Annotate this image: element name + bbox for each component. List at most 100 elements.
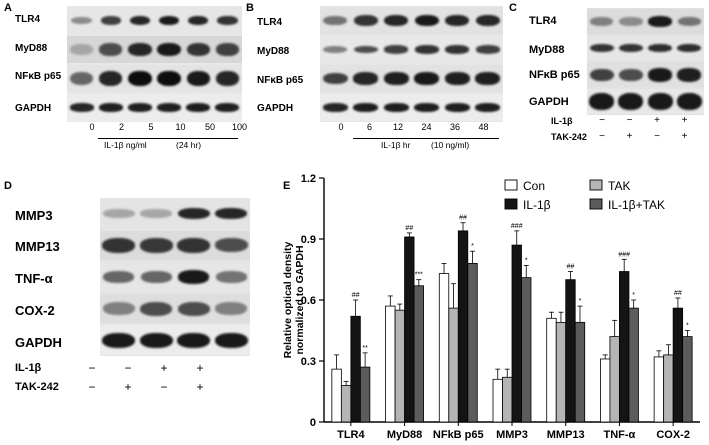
bar (555, 321, 567, 423)
panel-b-band (323, 15, 348, 26)
panel-d-treatment-sign: − (88, 380, 96, 394)
bar (502, 376, 513, 423)
panel-b-strip (320, 65, 503, 92)
panel-d-band (215, 208, 248, 220)
panel-d-treatment-sign: − (88, 361, 96, 375)
bar (600, 358, 611, 423)
panel-d-band (140, 209, 173, 219)
bar (628, 307, 639, 423)
panel-a-band (69, 44, 94, 55)
x-tick-label: MMP13 (547, 429, 585, 441)
panel-a-band (215, 103, 240, 112)
panel-b-strip (320, 7, 503, 34)
y-tick-label: 0 (310, 417, 316, 429)
significance-mark: * (632, 292, 635, 299)
legend-label: Con (523, 179, 545, 193)
panel-c-treatment-sign: + (654, 115, 660, 126)
bar (394, 309, 405, 423)
panel-c-row-label: TLR4 (529, 15, 557, 27)
bar (672, 307, 684, 423)
panel-b-strip (320, 94, 503, 121)
panel-d-row-label: GAPDH (15, 335, 62, 350)
panel-d-band (102, 209, 135, 219)
panel-a-lane-label: 50 (204, 122, 215, 132)
panel-d-band (177, 332, 211, 348)
bar (653, 356, 665, 423)
panel-a-band (186, 70, 210, 87)
panel-b-lane-label: 48 (478, 122, 489, 132)
panel-b-lane-label: 36 (449, 122, 460, 132)
bar (574, 321, 586, 423)
panel-c-row-label: MyD88 (529, 44, 565, 56)
panel-c-band (648, 68, 673, 82)
panel-a-strip (67, 94, 242, 121)
bar (438, 273, 450, 423)
panel-c-blot (587, 8, 704, 115)
panel-b-band (414, 72, 440, 85)
panel-a-band (186, 103, 211, 112)
panel-d-band (215, 271, 247, 283)
x-tick-label: COX-2 (656, 429, 690, 441)
bar (413, 285, 424, 423)
panel-c-band (647, 92, 673, 111)
panel-b-band (444, 72, 470, 85)
panel-d-treatment-sign: − (124, 361, 132, 375)
significance-mark: * (579, 298, 582, 305)
panel-c-treatment-sign: − (599, 131, 605, 142)
panel-b-band (383, 72, 409, 85)
panel-b-band (475, 45, 500, 54)
bar (331, 368, 342, 423)
panel-d-row-label: TNF-α (15, 271, 53, 286)
panel-a-band (71, 16, 92, 25)
panel-a-row-label: GAPDH (15, 103, 52, 114)
panel-a-row-label: NFκB p65 (15, 71, 62, 82)
bar (340, 384, 352, 423)
panel-b-caption-conc: (10 ng/ml) (431, 140, 470, 150)
panel-c-band (618, 68, 643, 82)
panel-d-treatment-label: TAK-242 (15, 381, 59, 393)
panel-c-strip (587, 62, 704, 88)
panel-a-band (215, 43, 240, 56)
bar (682, 336, 693, 423)
bar (385, 305, 396, 423)
significance-mark: ## (567, 264, 575, 271)
panel-d-band (177, 238, 211, 253)
panel-c-band (589, 43, 614, 53)
panel-b-band (475, 72, 501, 85)
panel-a-band (69, 71, 94, 86)
panel-d-band (102, 238, 136, 253)
panel-c-treatment-sign: − (654, 131, 660, 142)
panel-a-band (100, 16, 121, 25)
significance-mark: * (686, 323, 689, 330)
panel-a-caption-time: (24 hr) (176, 140, 202, 150)
legend-label: TAK (608, 179, 630, 193)
significance-mark: ** (362, 345, 368, 352)
panel-d-band (139, 332, 173, 348)
y-tick-label: 0.9 (301, 234, 316, 246)
x-tick-label: TLR4 (337, 429, 365, 441)
bar (663, 354, 674, 423)
significance-mark: ### (511, 223, 523, 230)
panel-a-row-label: MyD88 (15, 43, 48, 54)
panel-c-treatment-sign: + (681, 131, 688, 142)
panel-b-band (353, 14, 378, 26)
panel-d-band (215, 302, 248, 315)
panel-d-band (177, 208, 210, 220)
panel-a-band (128, 70, 152, 87)
panel-b-lane-label: 0 (338, 122, 344, 132)
panel-d-band (140, 271, 172, 283)
panel-b-letter: B (246, 2, 254, 14)
panel-a-band (217, 15, 238, 26)
panel-a-band (99, 70, 123, 86)
panel-a-strip (67, 7, 242, 34)
significance-mark: * (525, 257, 528, 264)
panel-c-band (618, 92, 644, 111)
panel-b-caption-agent: IL-1β hr (381, 140, 411, 150)
panel-c-strip (587, 89, 704, 114)
panel-a-band (127, 103, 152, 112)
panel-b-blot (320, 6, 503, 122)
bar (350, 315, 361, 423)
panel-c-treatment-sign: − (626, 115, 633, 126)
bar (457, 230, 469, 423)
panel-b-band (444, 103, 470, 112)
